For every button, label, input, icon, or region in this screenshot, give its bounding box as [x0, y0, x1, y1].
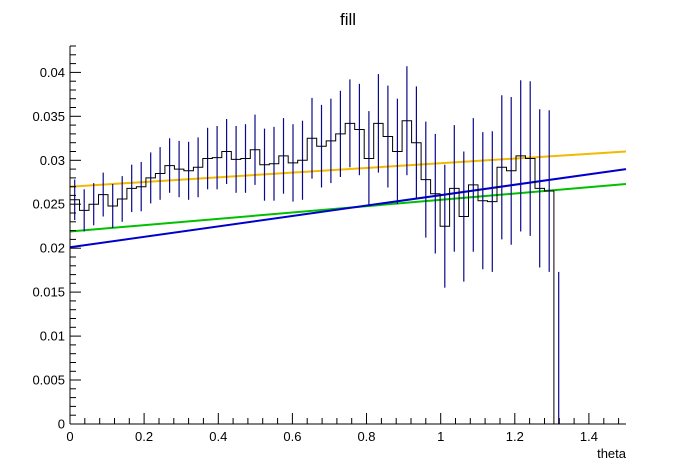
- fit-line-1: [69, 150, 627, 188]
- x-tick-label: 1.4: [580, 429, 598, 444]
- y-tick-label: 0.03: [40, 153, 65, 168]
- y-tick-label: 0.015: [32, 285, 65, 300]
- x-axis-title: theta: [597, 446, 627, 461]
- y-tick-label: 0.025: [32, 197, 65, 212]
- y-tick-label: 0.005: [32, 373, 65, 388]
- x-tick-label: 0: [66, 429, 73, 444]
- chart-title: fill: [340, 10, 356, 29]
- y-tick-label: 0: [58, 417, 65, 432]
- error-bars: [74, 66, 560, 424]
- histogram-outline: [70, 120, 564, 425]
- y-tick-label: 0.04: [40, 65, 65, 80]
- fit-line-3: [69, 168, 627, 249]
- axes: 0 0.005 0.01 0.015 0.02 0.025 0.03 0.035 0.04 0 0.…: [32, 45, 626, 444]
- y-tick-label: 0.01: [40, 329, 65, 344]
- y-tick-label: 0.035: [32, 109, 65, 124]
- x-tick-label: 0.8: [357, 429, 375, 444]
- x-tick-label: 0.4: [209, 429, 227, 444]
- y-tick-label: 0.02: [40, 241, 65, 256]
- x-tick-label: 0.2: [135, 429, 153, 444]
- histogram-steps: [70, 120, 564, 425]
- fit-lines: [69, 150, 627, 249]
- x-tick-label: 0.6: [283, 429, 301, 444]
- x-tick-label: 1: [437, 429, 444, 444]
- x-tick-label: 1.2: [506, 429, 524, 444]
